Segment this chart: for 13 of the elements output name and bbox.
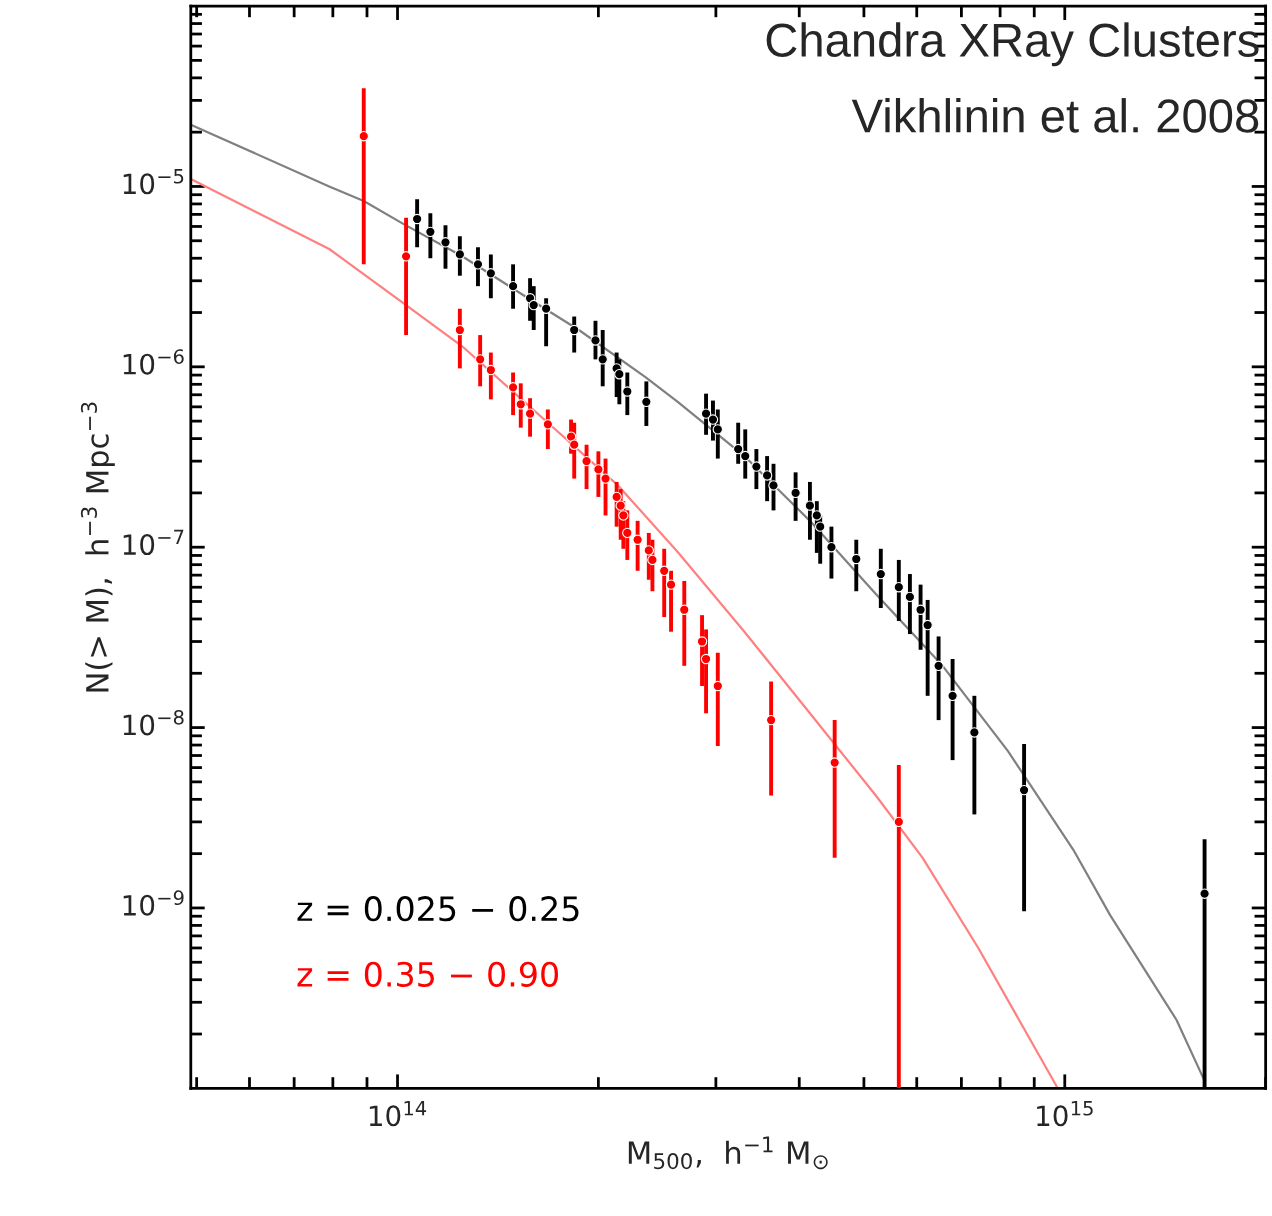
x-tick-label: 10$^{15}$ (1037, 1101, 1093, 1127)
y-tick-label: 10$^{−8}$ (123, 709, 184, 736)
y-axis-title: N(> M), h$^{−3}$ Mpc$^{−3}$ (80, 402, 115, 692)
x-axis-title: M$_{500}$, h$^{−1}$ M$_{⊙}$ (628, 1136, 828, 1170)
y-tick-label: 10$^{−9}$ (123, 890, 184, 916)
y-tick-label: 10$^{−6}$ (123, 349, 184, 375)
annotation: Chandra XRay Clusters (766, 22, 1259, 67)
text: z = 0.35 − 0.90 (297, 961, 558, 987)
x-tick-label: 10$^{14}$ (369, 1101, 427, 1127)
y-tick-label: 10$^{−5}$ (123, 169, 184, 195)
annotation: Vikhlinin et al. 2008 (851, 98, 1259, 133)
y-tick-label: 10$^{−7}$ (123, 529, 184, 556)
text: z = 0.025 − 0.25 (297, 896, 579, 922)
